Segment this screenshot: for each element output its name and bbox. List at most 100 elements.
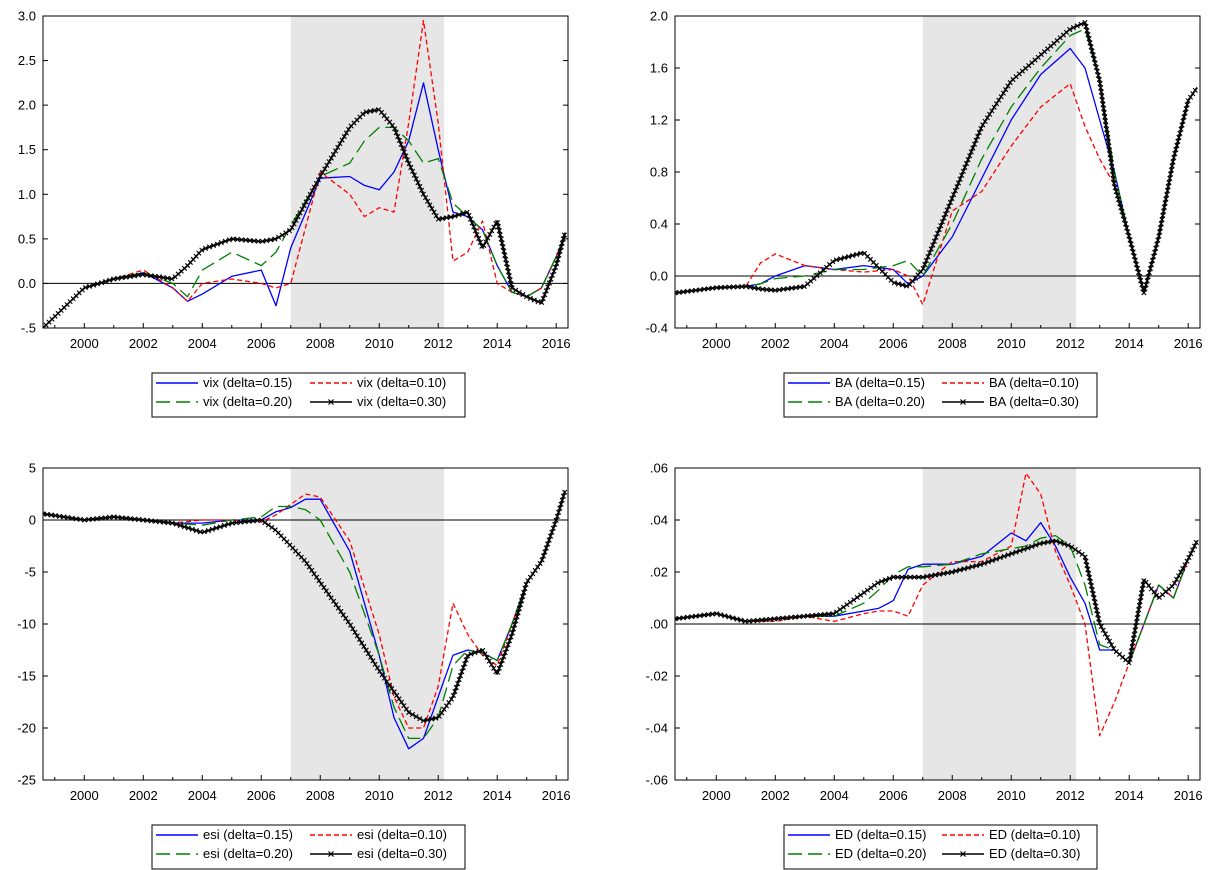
x-tick-label: 2006: [879, 788, 908, 803]
x-marker: [760, 286, 766, 292]
x-marker: [279, 232, 285, 238]
x-marker: [457, 673, 464, 679]
x-marker: [1130, 640, 1136, 646]
y-tick-label: -25: [17, 773, 36, 788]
x-marker: [1091, 56, 1097, 62]
x-marker: [1097, 81, 1103, 87]
x-marker: [714, 611, 720, 617]
legend-marker: [328, 851, 334, 857]
x-marker: [468, 651, 474, 657]
x-marker: [1175, 138, 1181, 144]
x-marker: [173, 521, 179, 527]
legend: BA (delta=0.15) BA (delta=0.10) BA (delta=…: [783, 372, 1098, 418]
x-marker: [1082, 19, 1088, 26]
x-marker: [830, 259, 836, 265]
x-tick-label: 2006: [879, 336, 908, 351]
legend-box: [783, 824, 1098, 870]
y-tick-label: 2.0: [650, 9, 668, 24]
x-marker: [340, 612, 346, 618]
x-marker: [350, 626, 356, 632]
x-marker: [1146, 270, 1152, 276]
x-marker: [562, 489, 568, 495]
x-marker: [98, 515, 104, 521]
x-marker: [456, 212, 462, 218]
x-marker: [148, 518, 154, 524]
x-marker: [936, 226, 942, 233]
x-marker: [701, 612, 707, 618]
x-marker: [928, 246, 934, 252]
x-marker: [152, 518, 159, 524]
x-marker: [1000, 90, 1006, 96]
x-marker: [932, 572, 938, 578]
x-marker: [499, 657, 505, 664]
x-marker: [1190, 547, 1196, 553]
x-marker: [553, 517, 559, 523]
x-marker: [1191, 543, 1198, 549]
x-marker: [532, 567, 538, 573]
x-marker: [393, 130, 399, 136]
x-marker: [1049, 538, 1055, 544]
x-marker: [771, 616, 777, 622]
x-marker: [326, 159, 332, 165]
x-marker: [331, 598, 337, 604]
x-marker: [368, 654, 374, 660]
x-marker: [417, 183, 423, 190]
x-marker: [697, 613, 703, 619]
x-marker: [788, 614, 794, 620]
x-marker: [997, 555, 1003, 561]
x-marker: [431, 209, 437, 215]
legend-box: [151, 372, 466, 418]
x-marker: [508, 634, 514, 640]
x-marker: [1085, 566, 1091, 572]
x-marker: [169, 520, 175, 526]
x-marker: [1102, 631, 1108, 637]
x-marker: [501, 653, 507, 660]
x-marker: [560, 493, 566, 499]
x-marker: [165, 520, 171, 526]
x-marker: [107, 514, 113, 520]
esi-chart-panel: -25 -20 -15 -10 -5 0 5 2000 2002 2004 2006 2008 2010…: [17, 461, 571, 870]
x-marker: [1174, 142, 1180, 149]
x-marker: [452, 213, 458, 219]
x-marker: [233, 520, 240, 526]
x-marker: [1164, 192, 1170, 198]
x-marker: [805, 613, 811, 619]
x-marker: [299, 206, 305, 212]
x-marker: [417, 716, 423, 722]
x-marker: [189, 526, 195, 532]
x-marker: [1086, 36, 1092, 42]
series-group: [675, 472, 1199, 737]
x-marker: [337, 141, 343, 147]
x-marker: [1167, 175, 1173, 181]
legend-label: BA (delta=0.10): [989, 375, 1079, 390]
x-marker: [136, 516, 142, 523]
x-marker: [507, 277, 513, 283]
x-marker: [509, 630, 515, 636]
x-marker: [941, 215, 947, 221]
x-marker: [558, 244, 564, 250]
x-marker: [476, 235, 482, 242]
x-marker: [487, 231, 493, 237]
y-tick-label: -.06: [646, 773, 668, 788]
x-marker: [398, 141, 404, 147]
x-marker: [345, 619, 351, 625]
x-marker: [1184, 558, 1190, 564]
x-marker: [920, 265, 926, 271]
legend: ED (delta=0.15) ED (delta=0.10) ED (delta=…: [783, 824, 1098, 870]
x-marker: [680, 615, 686, 621]
x-marker: [425, 717, 431, 723]
x-marker: [259, 238, 266, 244]
x-marker: [1161, 208, 1167, 214]
series-group: [43, 489, 568, 750]
x-marker: [949, 569, 955, 575]
x-marker: [1083, 23, 1089, 30]
x-marker: [841, 255, 848, 261]
x-marker: [1124, 225, 1130, 231]
x-marker: [935, 230, 941, 236]
x-marker: [772, 287, 778, 293]
x-marker: [973, 137, 979, 143]
x-marker: [535, 299, 541, 305]
x-marker: [1153, 245, 1159, 251]
x-marker: [755, 286, 761, 292]
x-marker: [709, 285, 716, 291]
